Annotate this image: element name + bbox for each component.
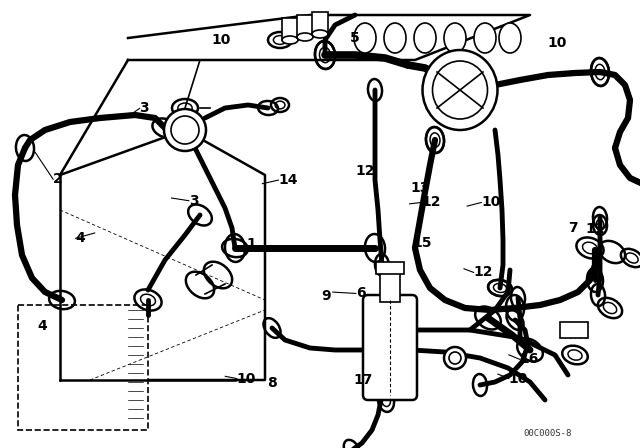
Bar [312,12,328,34]
Text: 7: 7 [568,221,578,236]
Text: 3: 3 [140,101,149,116]
Ellipse shape [354,23,376,53]
Text: 6: 6 [356,286,365,301]
Ellipse shape [433,61,488,119]
Text: 1: 1 [246,237,256,251]
Ellipse shape [282,36,298,44]
Ellipse shape [312,30,328,38]
Bar [560,322,588,338]
Ellipse shape [444,23,466,53]
Bar [380,272,400,302]
Ellipse shape [297,33,313,41]
Text: 12: 12 [421,195,440,210]
Ellipse shape [474,23,496,53]
Text: 4: 4 [37,319,47,333]
Text: 10: 10 [509,371,528,386]
Text: 11: 11 [586,222,605,237]
Ellipse shape [444,347,466,369]
Text: 10: 10 [481,195,500,210]
Bar [282,18,298,40]
Text: 12: 12 [474,265,493,280]
Bar [18,305,148,430]
Text: 9: 9 [321,289,332,303]
Ellipse shape [499,23,521,53]
Ellipse shape [171,116,199,144]
Ellipse shape [384,23,406,53]
Ellipse shape [449,352,461,364]
Text: 4: 4 [76,231,85,246]
Text: 12: 12 [355,164,374,178]
Text: 14: 14 [278,173,298,187]
Text: 13: 13 [410,181,429,195]
Text: 16: 16 [520,352,539,366]
Polygon shape [128,15,530,60]
Text: 2: 2 [53,172,63,186]
Ellipse shape [164,109,206,151]
Bar [297,15,313,37]
Text: 3: 3 [189,194,198,208]
Text: 10: 10 [237,371,256,386]
Ellipse shape [414,23,436,53]
Text: 10: 10 [211,33,230,47]
Ellipse shape [422,50,497,130]
Bar [376,262,404,274]
FancyBboxPatch shape [363,295,417,400]
Text: 8: 8 [268,376,277,390]
Text: 10: 10 [547,35,566,50]
Text: 00C000S-8: 00C000S-8 [523,429,572,438]
Text: 5: 5 [350,31,360,45]
Text: 15: 15 [413,236,432,250]
Text: 17: 17 [354,373,373,387]
